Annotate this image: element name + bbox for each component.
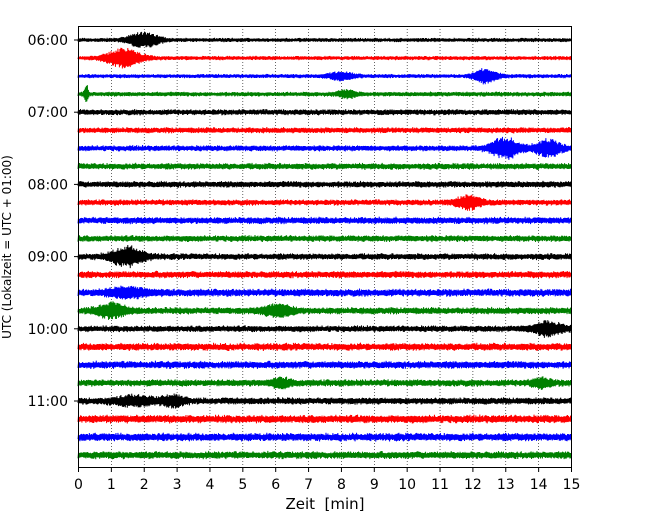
x-axis: 0 1 2 3 4 5 6 7 8 9 10 11 12 13 14 15 bbox=[74, 467, 581, 493]
x-tick-label: 9 bbox=[370, 477, 379, 493]
x-tick-label: 6 bbox=[271, 477, 280, 493]
trace-0815 bbox=[77, 194, 572, 211]
trace-0900 bbox=[77, 244, 572, 269]
trace-0845 bbox=[77, 234, 572, 243]
trace-0915 bbox=[77, 270, 572, 279]
y-axis: 06:00 07:00 08:00 09:00 10:00 11:00 bbox=[28, 33, 79, 410]
x-tick-label: 1 bbox=[107, 477, 116, 493]
y-axis-label: UTC (Lokalzeit = UTC + 01:00) bbox=[0, 155, 14, 339]
trace-0830 bbox=[77, 216, 572, 225]
trace-1145 bbox=[77, 450, 572, 460]
trace-0630 bbox=[77, 68, 572, 85]
x-tick-label: 3 bbox=[173, 477, 182, 493]
trace-0730 bbox=[77, 136, 572, 160]
plot-frame bbox=[78, 26, 572, 468]
y-tick-label: 06:00 bbox=[28, 33, 68, 49]
trace-0945 bbox=[77, 301, 572, 320]
trace-0615 bbox=[77, 47, 572, 69]
x-tick-label: 11 bbox=[431, 477, 449, 493]
x-tick-label: 4 bbox=[206, 477, 215, 493]
trace-1030 bbox=[77, 360, 572, 370]
trace-0645 bbox=[77, 85, 572, 102]
y-tick-label: 11:00 bbox=[28, 394, 68, 410]
x-tick-label: 7 bbox=[304, 477, 313, 493]
y-tick-label: 07:00 bbox=[28, 105, 68, 121]
trace-1100 bbox=[77, 393, 572, 409]
trace-0745 bbox=[77, 162, 572, 170]
trace-1115 bbox=[77, 414, 572, 424]
trace-1015 bbox=[77, 342, 572, 352]
trace-1045 bbox=[77, 376, 572, 390]
trace-0700 bbox=[77, 108, 572, 116]
trace-0600 bbox=[77, 31, 572, 48]
x-tick-label: 15 bbox=[563, 477, 581, 493]
x-tick-label: 12 bbox=[464, 477, 482, 493]
trace-0930 bbox=[77, 285, 572, 300]
x-axis-label: Zeit [min] bbox=[285, 495, 364, 513]
x-tick-label: 5 bbox=[238, 477, 247, 493]
y-tick-label: 10:00 bbox=[28, 322, 68, 338]
trace-1000 bbox=[77, 320, 572, 338]
trace-layer bbox=[77, 31, 572, 460]
y-tick-label: 09:00 bbox=[28, 250, 68, 266]
x-tick-label: 0 bbox=[74, 477, 83, 493]
x-tick-label: 8 bbox=[337, 477, 346, 493]
x-tick-label: 14 bbox=[530, 477, 548, 493]
x-tick-label: 10 bbox=[398, 477, 416, 493]
trace-1130 bbox=[77, 432, 572, 442]
trace-0715 bbox=[77, 126, 572, 134]
y-tick-label: 08:00 bbox=[28, 177, 68, 193]
trace-0800 bbox=[77, 180, 572, 188]
x-tick-label: 2 bbox=[140, 477, 149, 493]
x-tick-label: 13 bbox=[497, 477, 515, 493]
